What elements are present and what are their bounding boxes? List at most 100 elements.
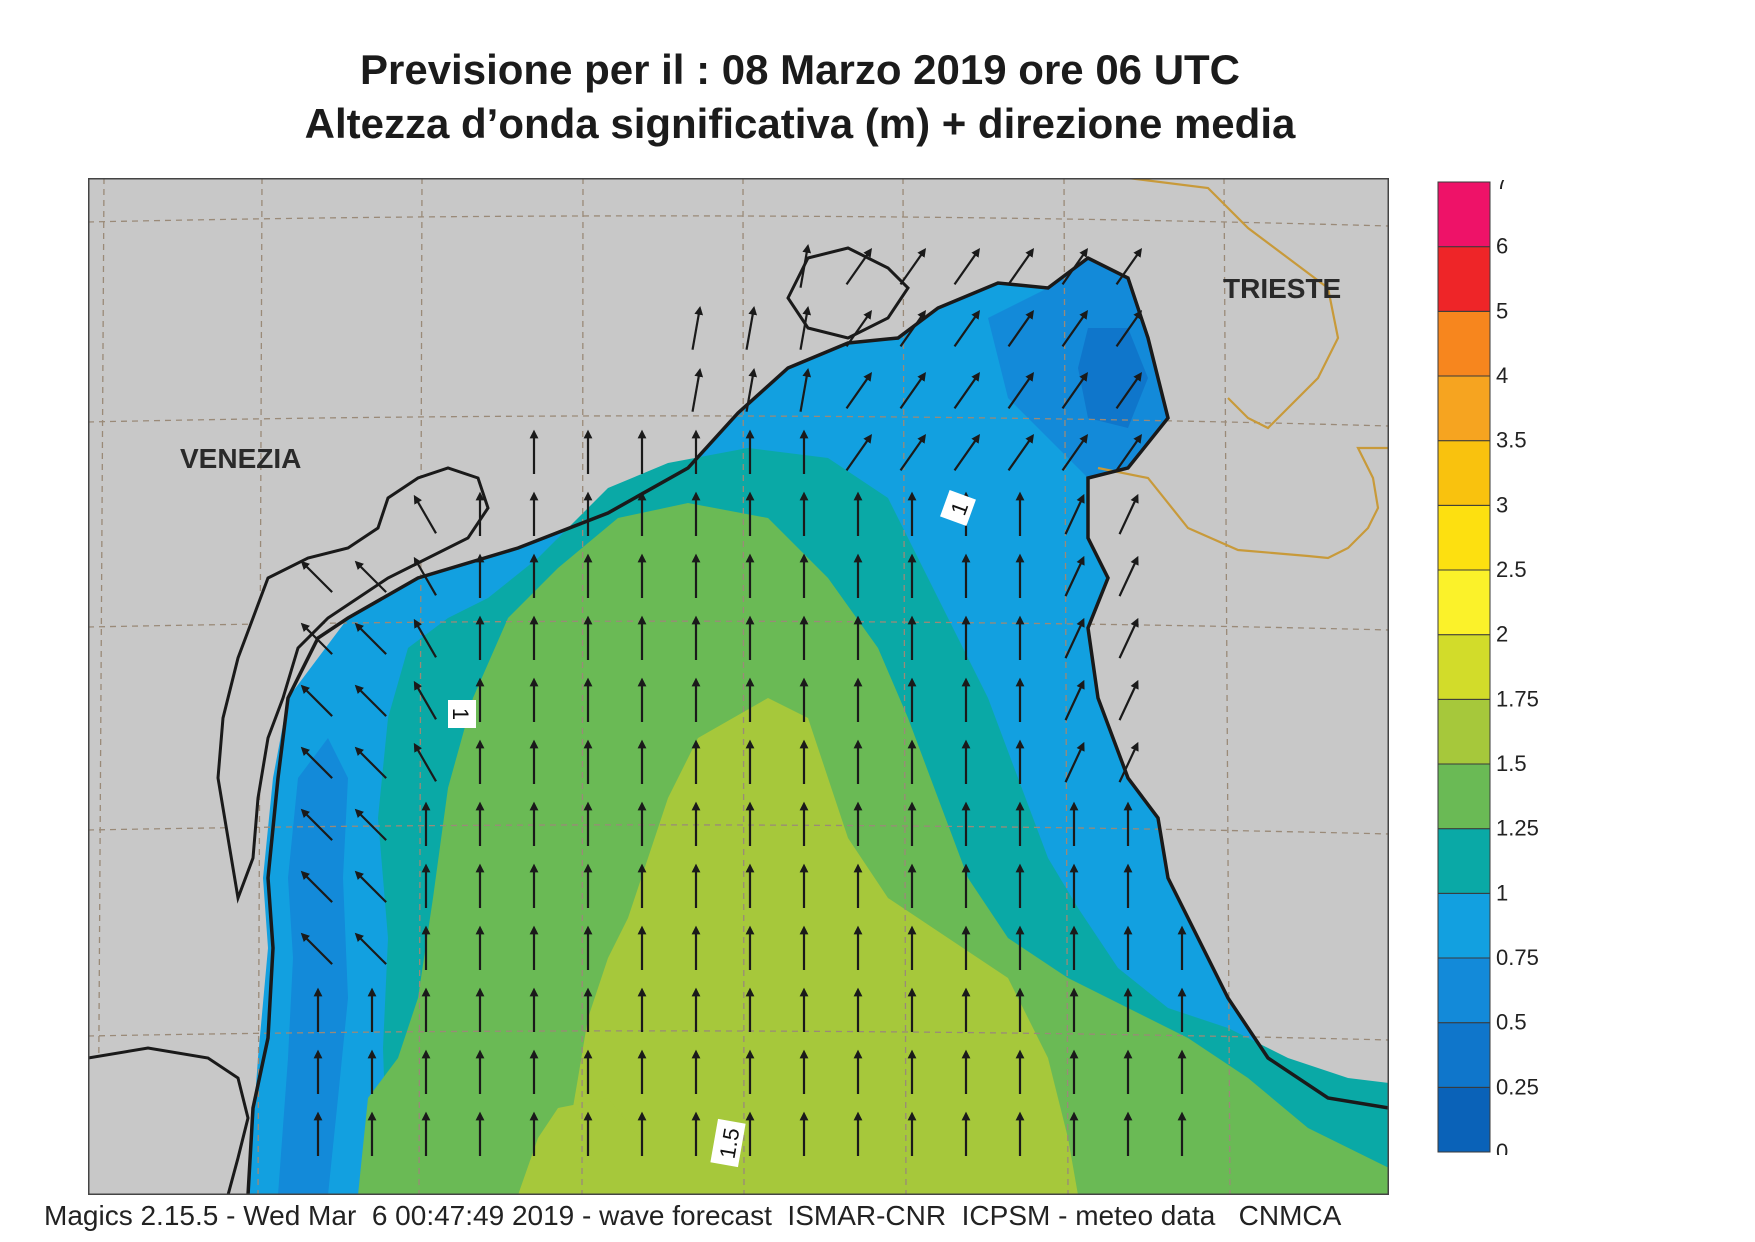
wave-direction-arrow (899, 310, 926, 348)
wave-direction-arrow (845, 248, 872, 286)
colorbar-label-1.5: 1.5 (1496, 751, 1527, 776)
wave-direction-arrow (413, 680, 437, 720)
wave-direction-arrow (413, 494, 437, 534)
city-label-trieste: TRIESTE (1223, 273, 1341, 304)
colorbar-label-0: 0 (1496, 1139, 1508, 1155)
wave-direction-arrow (1007, 434, 1034, 472)
map-title: Previsione per il : 08 Marzo 2019 ore 06… (359, 46, 1241, 93)
colorbar: 0 0.25 0.5 0.75 1 1.25 1.5 1.75 2 2.5 3 3.5 4 5 6 7 (1437, 180, 1539, 1155)
colorbar-band-4 (1437, 310, 1491, 377)
sea-band-1.5-1.75 (558, 698, 1078, 1195)
wave-direction-arrow (354, 622, 387, 655)
svg-text:1: 1 (448, 708, 473, 720)
wave-direction-arrow (953, 372, 980, 410)
sea-band-0.25-0.5 (1078, 328, 1148, 428)
colorbar-band-3.5 (1437, 375, 1491, 442)
wave-direction-arrow (799, 367, 812, 412)
national-border (1097, 178, 1389, 560)
wave-direction-arrow (845, 372, 872, 410)
map-frame (88, 178, 1389, 1195)
colorbar-band-0.25 (1437, 1022, 1491, 1088)
wave-direction-arrow (354, 932, 387, 965)
wave-direction-arrow (1115, 248, 1142, 286)
lagoon-land (216, 466, 490, 904)
wave-direction-arrow (799, 305, 812, 350)
colorbar-label-0.75: 0.75 (1496, 945, 1539, 970)
wave-direction-arrow (1118, 679, 1139, 721)
wave-direction-arrow (354, 870, 387, 903)
southwest-land (88, 1046, 250, 1195)
colorbar-band-0.75 (1437, 892, 1491, 959)
colorbar-band-3 (1437, 440, 1491, 506)
wave-direction-arrow (745, 305, 758, 350)
colorbar-label-1.75: 1.75 (1496, 686, 1539, 711)
wave-direction-arrows (300, 243, 1187, 1156)
sea-band-1.5-1.75-south (518, 1098, 648, 1195)
wave-direction-arrow (799, 243, 812, 288)
wave-direction-arrow (1064, 493, 1085, 535)
colorbar-label-4: 4 (1496, 363, 1508, 388)
graticule (88, 178, 1389, 1195)
wave-direction-arrow (845, 434, 872, 472)
colorbar-label-1.25: 1.25 (1496, 816, 1539, 841)
wave-direction-arrow (413, 742, 437, 782)
wave-direction-arrow (1007, 310, 1034, 348)
colorbar-label-1: 1 (1496, 880, 1508, 905)
wave-direction-arrow (413, 556, 437, 596)
wave-direction-arrow (953, 248, 980, 286)
wave-direction-arrow (1007, 248, 1034, 286)
colorbar-band-2.5 (1437, 504, 1491, 571)
colorbar-band-0 (1437, 1086, 1491, 1153)
contour-label-1.5: 1.5 (710, 1118, 746, 1168)
colorbar-label-5: 5 (1496, 298, 1508, 323)
wave-direction-arrow (1061, 434, 1088, 472)
sea-band-0.5-0.75-west (278, 738, 348, 1195)
wave-direction-arrow (300, 746, 333, 779)
wave-direction-arrow (1118, 493, 1139, 535)
colorbar-label-0.5: 0.5 (1496, 1010, 1527, 1035)
wave-direction-arrow (300, 560, 333, 593)
wave-direction-arrow (1115, 434, 1142, 472)
wave-direction-arrow (1115, 372, 1142, 410)
city-label-venezia: VENEZIA (180, 443, 301, 474)
colorbar-band-6 (1437, 181, 1491, 248)
wave-direction-arrow (300, 870, 333, 903)
colorbar-label-3.5: 3.5 (1496, 428, 1527, 453)
wave-direction-arrow (953, 310, 980, 348)
wave-direction-arrow (745, 367, 758, 412)
wave-direction-arrow (300, 622, 333, 655)
contour-label-1a: 1 (940, 490, 976, 526)
wave-direction-arrow (1118, 555, 1139, 597)
wave-direction-arrow (1115, 310, 1142, 348)
wave-direction-arrow (1064, 617, 1085, 659)
colorbar-band-0.5 (1437, 957, 1491, 1024)
wave-direction-arrow (354, 560, 387, 593)
wave-direction-arrow (1064, 555, 1085, 597)
colorbar-band-5 (1437, 246, 1491, 312)
wave-direction-arrow (300, 808, 333, 841)
wave-direction-arrow (354, 746, 387, 779)
wave-direction-arrow (845, 310, 872, 348)
wave-direction-arrow (1118, 741, 1139, 783)
coastline-islands (786, 246, 910, 340)
colorbar-band-2 (1437, 569, 1491, 636)
colorbar-label-7: 7 (1496, 180, 1508, 194)
colorbar-label-2: 2 (1496, 622, 1508, 647)
wave-direction-arrow (691, 305, 704, 350)
wave-direction-arrow (1064, 741, 1085, 783)
footer-credits: Magics 2.15.5 - Wed Mar 6 00:47:49 2019 … (44, 1200, 1342, 1231)
coastline-north (246, 255, 1389, 1195)
svg-text:1.5: 1.5 (715, 1126, 745, 1160)
wave-direction-arrow (953, 434, 980, 472)
colorbar-band-1.75 (1437, 634, 1491, 700)
wave-direction-arrow (1061, 310, 1088, 348)
colorbar-label-0.25: 0.25 (1496, 1074, 1539, 1099)
wave-direction-arrow (300, 684, 333, 717)
colorbar-band-1.5 (1437, 698, 1491, 765)
wave-direction-arrow (413, 618, 437, 658)
contour-label-1b: 1 (448, 700, 476, 728)
colorbar-band-1 (1437, 828, 1491, 894)
colorbar-label-2.5: 2.5 (1496, 557, 1527, 582)
wave-direction-arrow (300, 932, 333, 965)
wave-direction-arrow (1007, 372, 1034, 410)
